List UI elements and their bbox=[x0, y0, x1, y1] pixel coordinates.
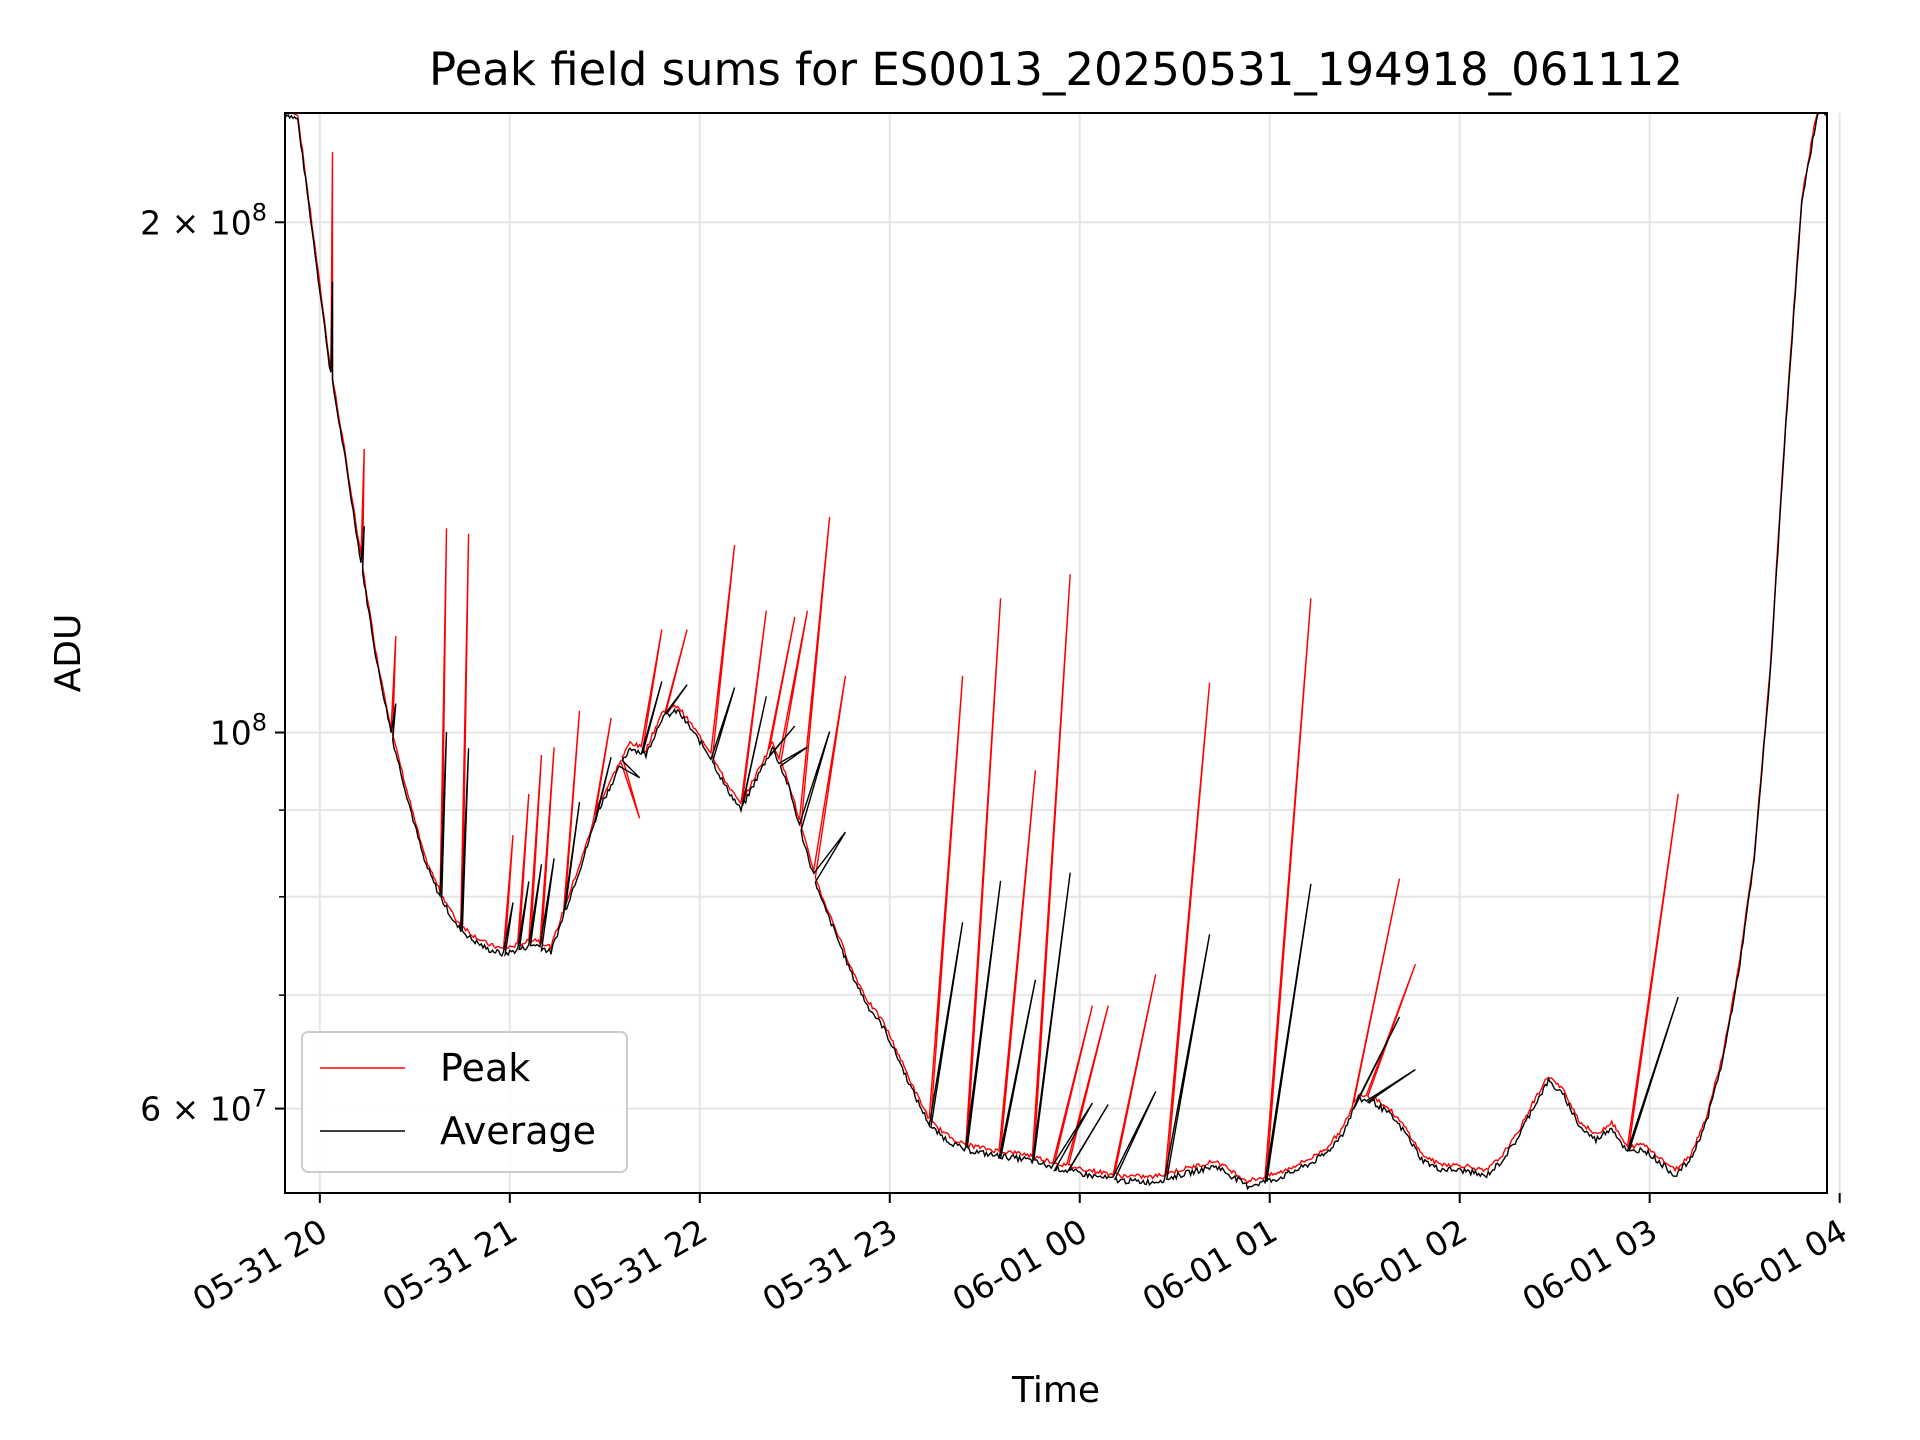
x-tick-label: 05-31 20 bbox=[186, 1211, 334, 1319]
legend: Peak Average bbox=[301, 1031, 628, 1173]
chart-title: Peak field sums for ES0013_20250531_1949… bbox=[429, 43, 1683, 96]
y-tick-label: 108 bbox=[210, 709, 267, 753]
y-axis-label: ADU bbox=[48, 614, 89, 693]
plot-frame bbox=[284, 112, 1828, 1194]
x-tick-label: 06-01 03 bbox=[1516, 1211, 1664, 1319]
series-average bbox=[285, 113, 1827, 1191]
legend-label-peak: Peak bbox=[440, 1046, 530, 1090]
legend-label-average: Average bbox=[440, 1109, 596, 1153]
x-tick-label: 06-01 00 bbox=[946, 1211, 1094, 1319]
grid bbox=[285, 113, 1841, 1193]
y-tick-label: 6 × 107 bbox=[140, 1085, 267, 1129]
series-line-peak bbox=[285, 113, 1827, 1185]
legend-box bbox=[301, 1031, 628, 1173]
x-tick-label: 06-01 04 bbox=[1706, 1211, 1854, 1319]
x-tick-label: 06-01 01 bbox=[1136, 1211, 1284, 1319]
series-line-average bbox=[285, 113, 1827, 1191]
x-tick-label: 05-31 22 bbox=[566, 1211, 714, 1319]
y-axis: 6 × 107 108 2 × 108 bbox=[140, 198, 285, 1129]
series-peak bbox=[285, 113, 1827, 1185]
x-tick-label: 05-31 23 bbox=[756, 1211, 904, 1319]
x-axis-label: Time bbox=[1011, 1370, 1100, 1411]
x-axis: 05-31 20 05-31 21 05-31 22 05-31 23 06-01 00… bbox=[186, 1193, 1854, 1319]
x-tick-label: 05-31 21 bbox=[376, 1211, 524, 1319]
y-tick-label: 2 × 108 bbox=[140, 198, 267, 242]
x-tick-label: 06-01 02 bbox=[1326, 1211, 1474, 1319]
